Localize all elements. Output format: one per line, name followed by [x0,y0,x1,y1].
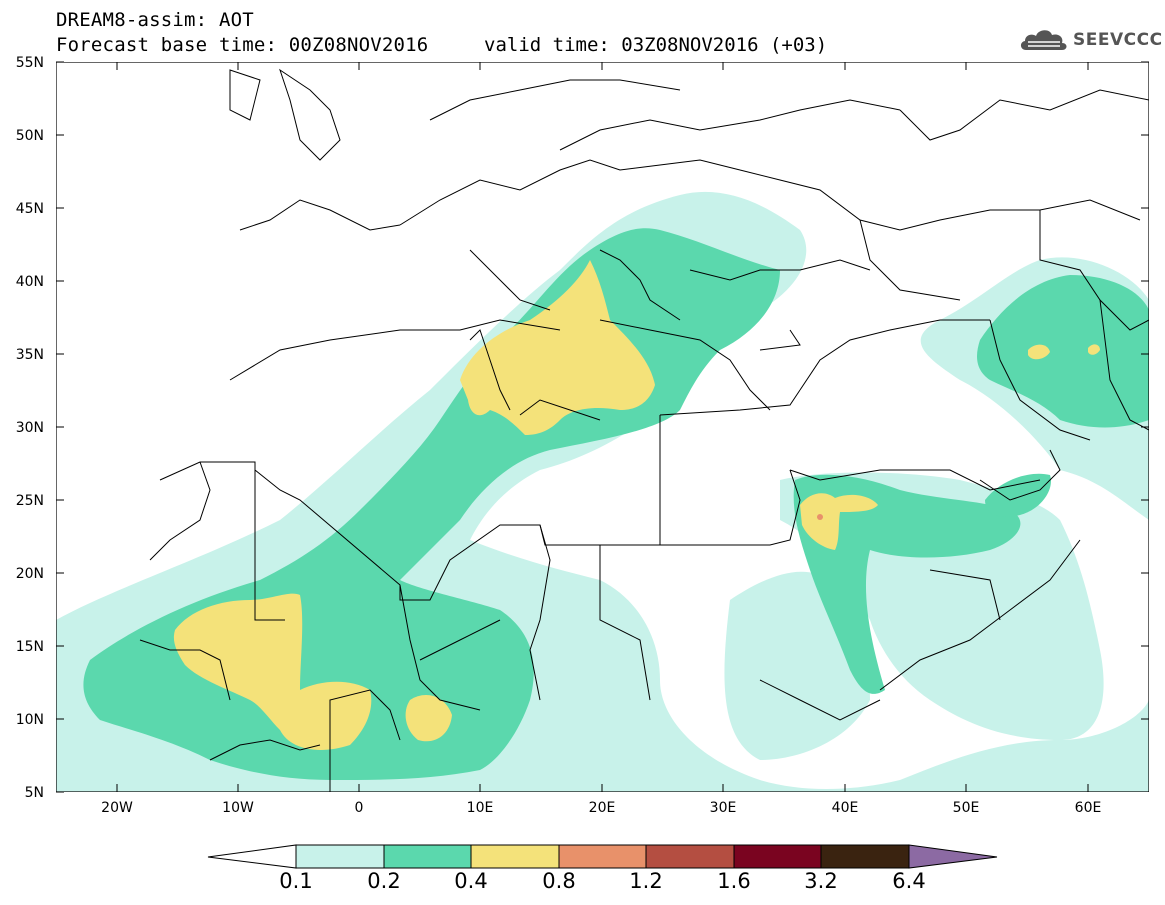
aot-level-3-contours [173,260,1100,750]
legend-label: 3.2 [804,869,838,893]
legend-swatch [558,844,647,869]
lat-label: 15N [16,639,44,655]
lat-label: 55N [16,55,44,71]
lon-label: 0 [355,800,364,816]
legend-label: 1.2 [629,869,663,893]
legend-swatch [470,844,560,869]
color-legend [207,844,998,869]
lon-label: 30E [710,800,737,816]
legend-label: 1.6 [717,869,751,893]
lat-label: 50N [16,128,44,144]
legend-swatch [645,844,735,869]
lon-label: 50E [953,800,980,816]
lon-label: 60E [1075,800,1102,816]
lon-label: 40E [832,800,859,816]
legend-swatch [820,844,910,869]
lat-label: 30N [16,420,44,436]
lat-label: 5N [25,785,44,801]
seevccc-logo: SEEVCCC [1018,26,1163,54]
cloud-icon [1020,30,1067,50]
lat-label: 20N [16,566,44,582]
legend-label: 0.4 [454,869,488,893]
axis-ticks [56,61,1149,793]
legend-label: 0.1 [279,869,313,893]
latitude-labels: 55N 50N 45N 40N 35N 30N 25N 20N 15N 10N … [16,55,44,801]
lon-label: 20W [101,800,133,816]
map-plot-area [56,62,1149,792]
legend-swatch [383,844,472,869]
lat-label: 25N [16,493,44,509]
logo-text: SEEVCCC [1073,30,1163,50]
legend-label: 0.2 [367,869,401,893]
legend-swatch [295,844,385,869]
forecast-base-time: Forecast base time: 00Z08NOV2016 [56,34,429,56]
aot-level-4-contours [817,514,823,520]
lat-label: 45N [16,201,44,217]
legend-high-arrow [908,844,998,869]
lat-label: 10N [16,712,44,728]
lon-label: 20E [589,800,616,816]
lon-label: 10W [222,800,254,816]
longitude-labels: 20W 10W 0 10E 20E 30E 40E 50E 60E [101,800,1101,816]
legend-swatch [733,844,822,869]
lat-label: 40N [16,274,44,290]
legend-label: 0.8 [542,869,576,893]
legend-label: 6.4 [892,869,926,893]
lat-label: 35N [16,347,44,363]
map-title: DREAM8-assim: AOT [56,9,254,31]
valid-time: valid time: 03Z08NOV2016 (+03) [484,34,828,56]
country-borders [139,68,1149,792]
lon-label: 10E [467,800,494,816]
legend-low-arrow [207,844,297,869]
